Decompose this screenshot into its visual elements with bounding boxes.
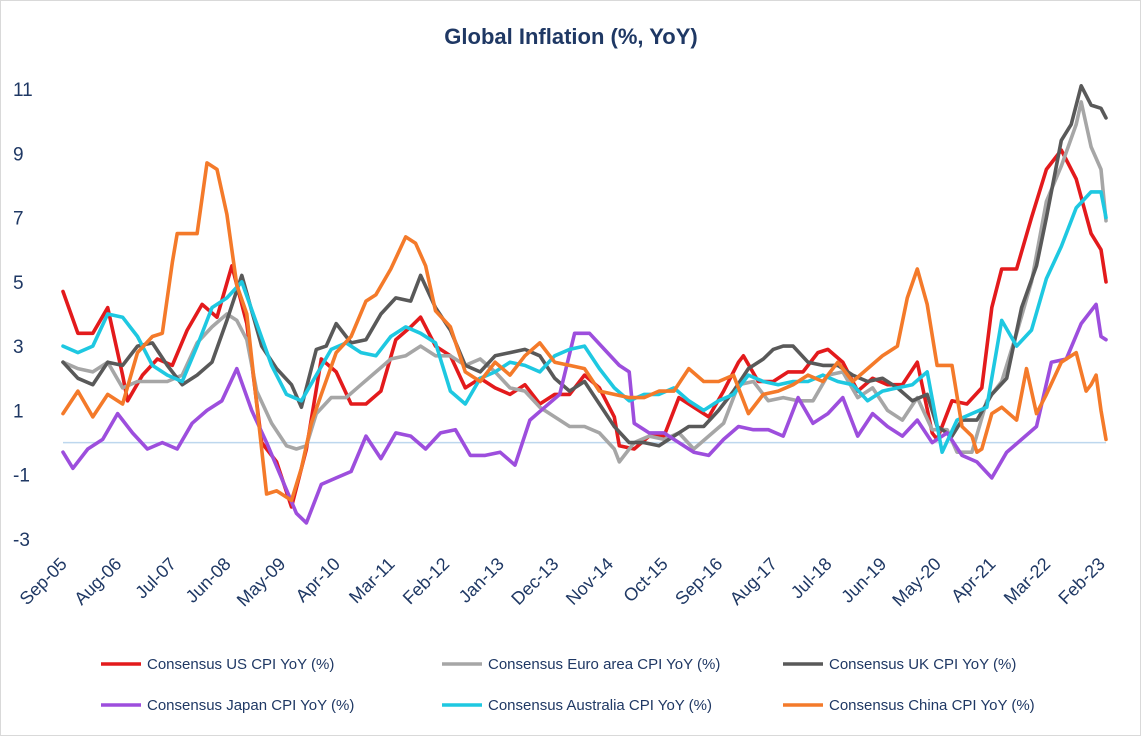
y-tick-label: 7: [13, 209, 24, 230]
x-tick-label: Mar-22: [1000, 554, 1054, 608]
y-axis-ticks: 11 9 7 5 3 1 -1 -3: [13, 80, 33, 551]
x-tick-label: Jun-19: [837, 554, 890, 607]
y-tick-label: 3: [13, 337, 24, 358]
x-tick-label: Apr-10: [292, 554, 344, 606]
y-tick-label: -1: [13, 466, 30, 487]
x-tick-label: Jan-13: [455, 554, 508, 607]
legend-label: Consensus US CPI YoY (%): [147, 656, 334, 673]
legend: Consensus US CPI YoY (%) Consensus Euro a…: [101, 656, 1035, 714]
x-tick-label: Oct-15: [619, 554, 671, 606]
legend-label: Consensus Euro area CPI YoY (%): [488, 656, 720, 673]
series-line-4: [61, 302, 1108, 525]
x-tick-label: Mar-11: [345, 554, 399, 608]
x-tick-label: Jun-08: [182, 554, 235, 607]
chart-title: Global Inflation (%, YoY): [444, 24, 697, 49]
x-tick-label: Dec-13: [507, 554, 562, 609]
series-lines: [61, 84, 1108, 525]
x-tick-label: Jul-18: [787, 554, 836, 603]
y-tick-label: 1: [13, 401, 24, 422]
y-tick-label: 11: [13, 80, 33, 101]
x-tick-label: Sep-16: [671, 554, 726, 609]
x-tick-label: Feb-23: [1054, 554, 1108, 608]
series-line-3: [61, 84, 1108, 448]
legend-label: Consensus Japan CPI YoY (%): [147, 697, 354, 714]
y-tick-label: -3: [13, 530, 30, 551]
legend-label: Consensus China CPI YoY (%): [829, 697, 1035, 714]
x-tick-label: Jul-07: [131, 554, 180, 603]
x-tick-label: Apr-21: [947, 554, 999, 606]
series-line-1: [61, 148, 1108, 509]
legend-label: Consensus Australia CPI YoY (%): [488, 697, 712, 714]
x-tick-label: Nov-14: [562, 554, 617, 609]
x-tick-label: Aug-06: [70, 554, 125, 609]
x-tick-label: Sep-05: [16, 554, 71, 609]
x-tick-label: May-20: [888, 554, 945, 611]
x-tick-label: Feb-12: [399, 554, 453, 608]
x-tick-label: May-09: [233, 554, 290, 611]
y-tick-label: 5: [13, 273, 24, 294]
series-line-6: [61, 161, 1108, 503]
y-tick-label: 9: [13, 144, 24, 165]
x-tick-label: Aug-17: [726, 554, 781, 609]
series-line-5: [61, 190, 1108, 454]
legend-label: Consensus UK CPI YoY (%): [829, 656, 1016, 673]
